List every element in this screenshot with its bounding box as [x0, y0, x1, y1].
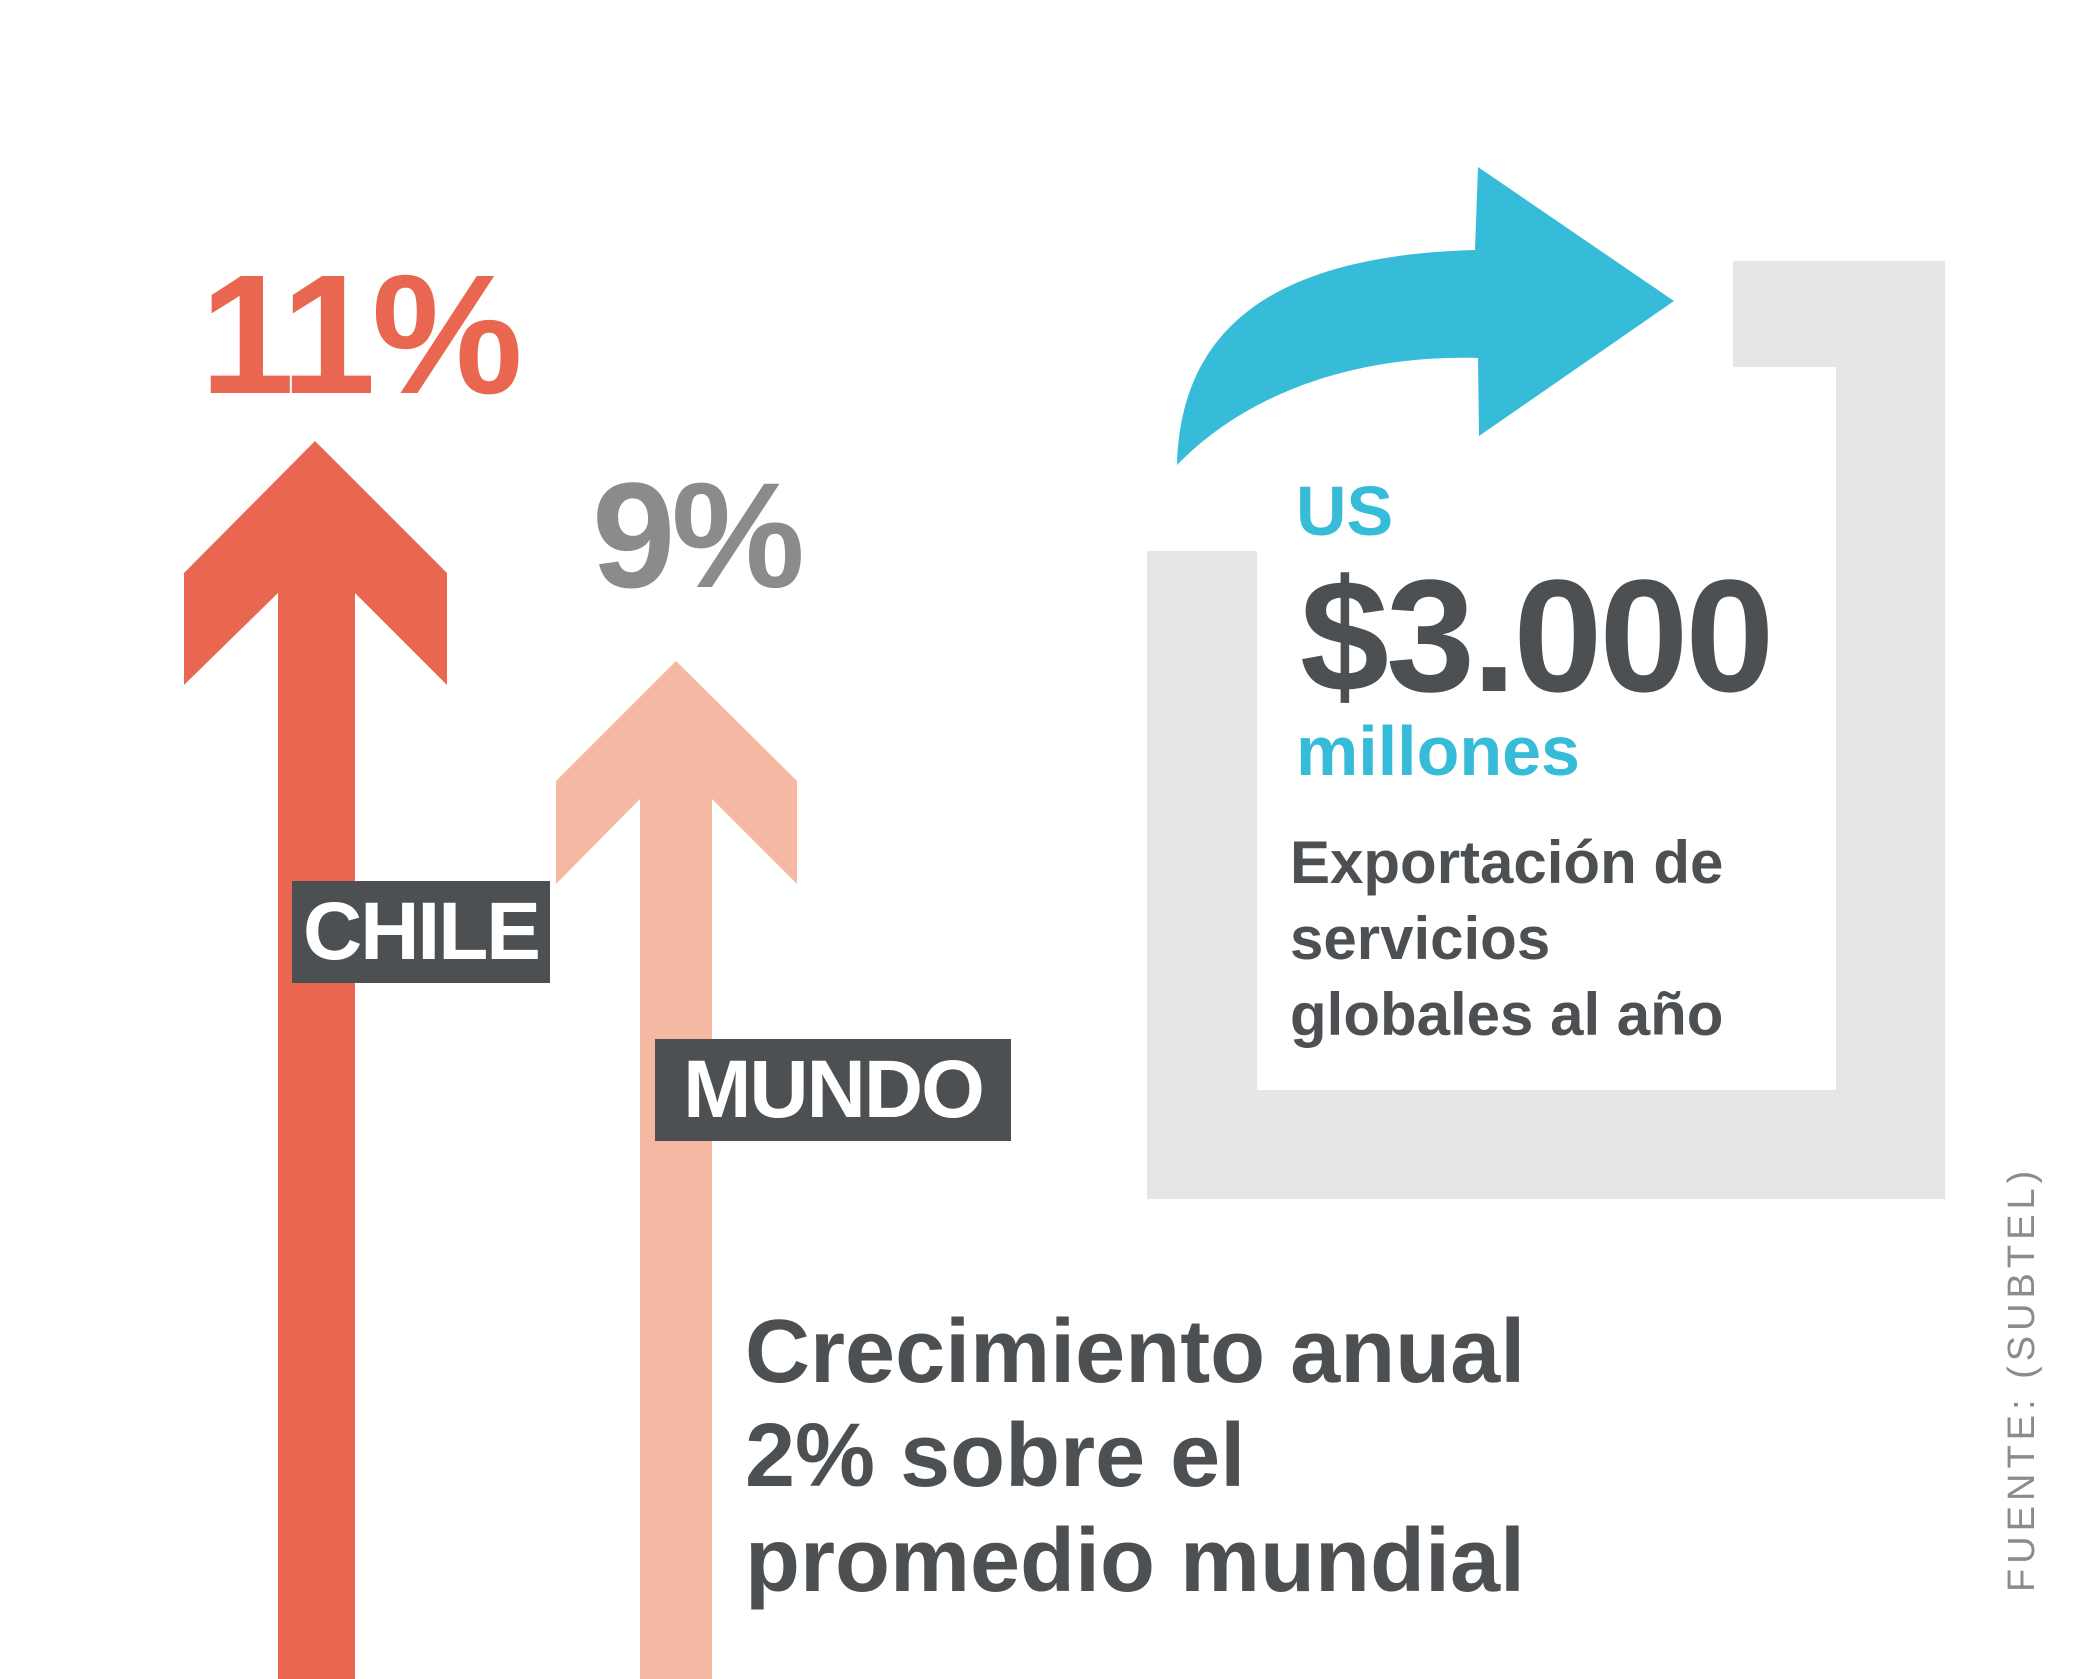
source-credit: FUENTE: (SUBTEL)	[2001, 1165, 2043, 1592]
mundo-label: MUNDO	[655, 1039, 1011, 1141]
mundo-label-text: MUNDO	[683, 1044, 985, 1135]
chile-percent: 11%	[200, 240, 523, 430]
growth-note: Crecimiento anual 2% sobre el promedio m…	[745, 1302, 1526, 1611]
export-curved-arrow	[1177, 167, 1674, 465]
mundo-growth-arrow	[556, 661, 797, 1679]
mundo-percent: 9%	[592, 451, 805, 619]
amount-unit: millones	[1296, 712, 1580, 790]
chile-growth-arrow	[184, 441, 447, 1679]
currency-label: US	[1296, 472, 1394, 550]
chile-label: CHILE	[292, 881, 550, 983]
export-amount: $3.000	[1300, 546, 1774, 725]
export-description: Exportación de servicios globales al año	[1290, 829, 1724, 1049]
exports-frame	[1147, 261, 1945, 1199]
chile-label-text: CHILE	[303, 886, 541, 977]
